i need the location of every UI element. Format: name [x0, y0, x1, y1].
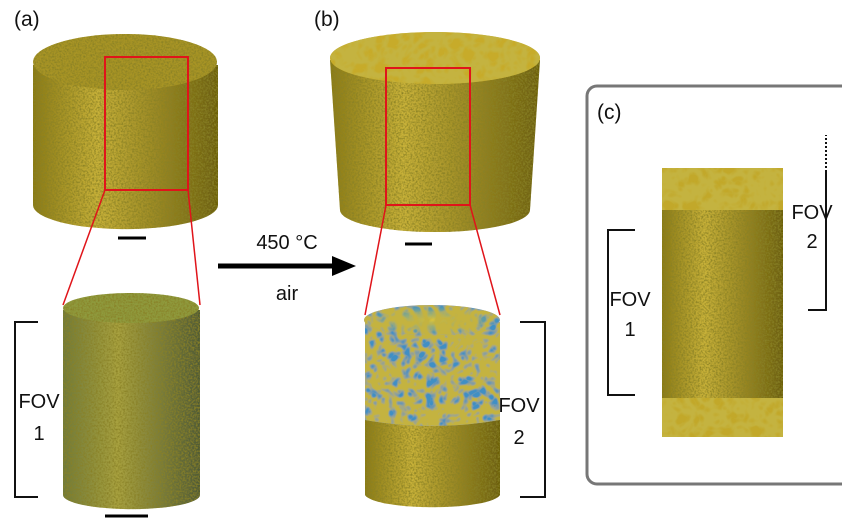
fov-number: 1 — [33, 423, 44, 445]
page: {"panels": [ {"label": "(a)", "fov": {"t… — [0, 0, 842, 521]
sample-fov-a — [63, 293, 200, 509]
panel-label: (c) — [597, 101, 622, 124]
fov-label: FOV — [609, 289, 651, 311]
fov-label: FOV — [791, 202, 833, 224]
fov-label: FOV — [498, 395, 540, 417]
fov-label: FOV — [18, 391, 60, 413]
panel-label: (a) — [14, 8, 40, 31]
sample-full-a — [33, 34, 218, 229]
sample-full-b — [330, 32, 540, 232]
figure: (a) FOV 1 450 °C air (b) FOV 2 (c) — [0, 0, 842, 521]
fov-number: 1 — [624, 319, 635, 341]
sample-fov-b — [364, 305, 500, 507]
arrow-head — [332, 256, 356, 276]
panel-label: (b) — [314, 8, 340, 31]
atmosphere: air — [276, 283, 299, 305]
fov-number: 2 — [806, 231, 817, 253]
temperature: 450 °C — [256, 232, 317, 254]
stitched-column — [662, 168, 783, 437]
fov-number: 2 — [513, 427, 524, 449]
